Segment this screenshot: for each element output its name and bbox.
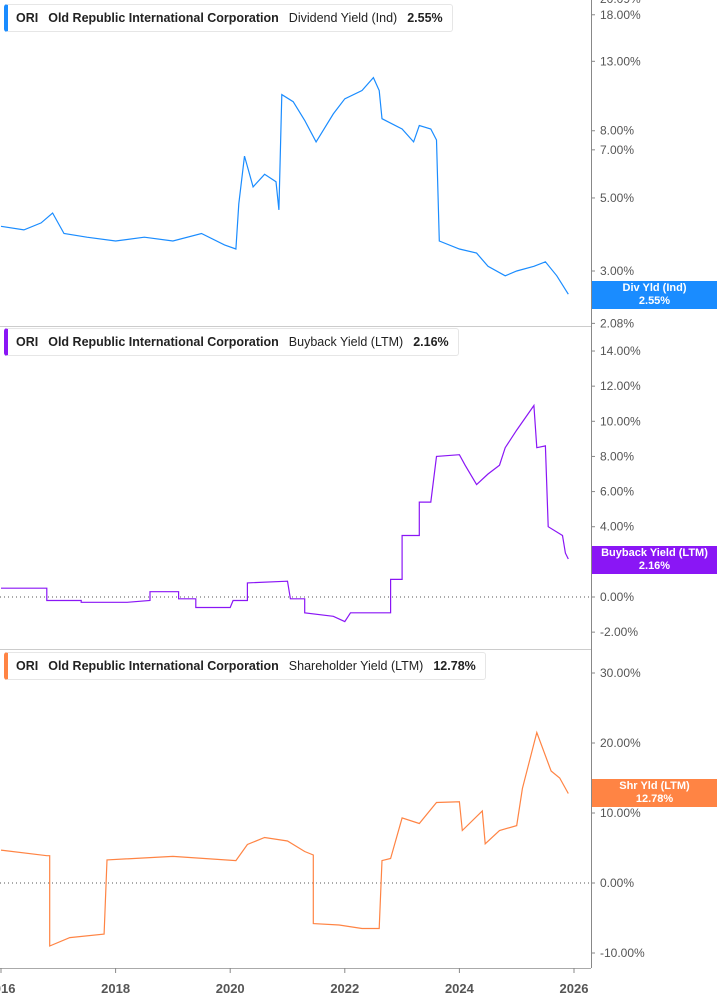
legend-metric: Buyback Yield (LTM)	[288, 335, 404, 349]
tag-value: 2.16%	[638, 560, 671, 572]
x-tick-label: 2026	[560, 981, 589, 996]
x-tick-label: 2024	[445, 981, 475, 996]
legend-shareholder: ORI Old Republic International Corporati…	[4, 652, 486, 680]
x-tick-label: 2018	[101, 981, 130, 996]
tag-label: Div Yld (Ind)	[622, 282, 687, 294]
legend-company: Old Republic International Corporation	[48, 659, 279, 673]
y-tick-label: 0.00%	[600, 590, 634, 604]
legend-value: 2.55%	[407, 11, 443, 25]
legend-metric: Shareholder Yield (LTM)	[288, 659, 424, 673]
legend-value: 2.16%	[413, 335, 449, 349]
y-tick-label: 13.00%	[600, 54, 641, 68]
tag-label: Shr Yld (LTM)	[619, 780, 690, 792]
y-tick-label: -10.00%	[600, 946, 645, 960]
y-tick-label: 8.00%	[600, 449, 634, 463]
y-tick-label: 10.00%	[600, 806, 641, 820]
x-tick-label: 2022	[330, 981, 359, 996]
legend-dividend: ORI Old Republic International Corporati…	[4, 4, 453, 32]
x-tick-label: 2020	[216, 981, 245, 996]
legend-company: Old Republic International Corporation	[48, 335, 279, 349]
tag-label: Buyback Yield (LTM)	[601, 547, 708, 559]
y-tick-label: 12.00%	[600, 379, 641, 393]
series-line-0	[0, 76, 569, 295]
y-tick-label: 8.00%	[600, 124, 634, 138]
y-tick-label: 3.00%	[600, 264, 634, 278]
tag-value: 2.55%	[638, 295, 671, 307]
value-tag-dividend: Div Yld (Ind) 2.55%	[592, 281, 717, 309]
y-tick-label: 20.09%	[600, 0, 641, 6]
y-tick-label: 10.00%	[600, 414, 641, 428]
y-tick-label: 7.00%	[600, 143, 634, 157]
tag-value: 12.78%	[635, 793, 674, 805]
legend-company: Old Republic International Corporation	[48, 11, 279, 25]
value-tag-buyback: Buyback Yield (LTM) 2.16%	[592, 546, 717, 574]
y-tick-label: 20.00%	[600, 736, 641, 750]
y-tick-label: 4.00%	[600, 520, 634, 534]
legend-ticker: ORI	[16, 659, 39, 673]
series-line-1	[1, 403, 569, 623]
y-tick-label: 2.08%	[600, 316, 634, 330]
value-tag-shareholder: Shr Yld (LTM) 12.78%	[592, 779, 717, 807]
y-tick-label: 18.00%	[600, 8, 641, 22]
legend-buyback: ORI Old Republic International Corporati…	[4, 328, 459, 356]
y-tick-label: 5.00%	[600, 191, 634, 205]
legend-value: 12.78%	[433, 659, 476, 673]
series-line-2	[0, 730, 569, 947]
y-tick-label: 30.00%	[600, 666, 641, 680]
legend-ticker: ORI	[16, 11, 39, 25]
y-tick-label: 6.00%	[600, 485, 634, 499]
y-tick-label: 0.00%	[600, 876, 634, 890]
y-tick-label: 14.00%	[600, 344, 641, 358]
y-tick-label: -2.00%	[600, 625, 638, 639]
legend-metric: Dividend Yield (Ind)	[288, 11, 398, 25]
x-tick-label: 2016	[0, 981, 15, 996]
legend-ticker: ORI	[16, 335, 39, 349]
